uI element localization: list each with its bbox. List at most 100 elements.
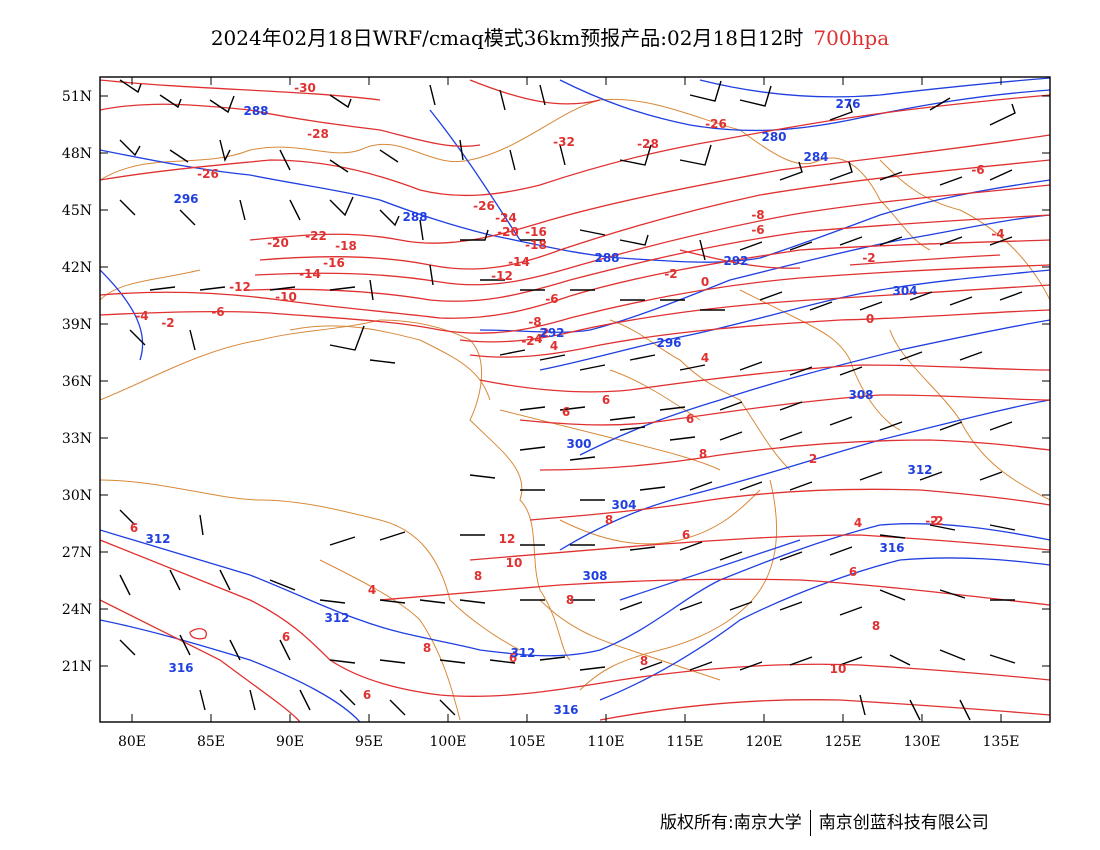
temperature-label: -16 [525,225,547,239]
lat-label: 48N [62,146,92,162]
height-label: 316 [879,541,904,555]
height-label: 296 [656,336,681,350]
temperature-label: -28 [637,137,659,151]
lat-label: 45N [62,203,92,219]
temperature-label: -4 [529,332,542,346]
temperature-label: 8 [699,447,707,461]
temperature-label: -4 [135,309,148,323]
temperature-label: 4 [368,583,376,597]
temperature-contours [100,79,1050,722]
height-label: 312 [324,611,349,625]
temperature-label: 0 [701,275,709,289]
wind-barbs [119,79,1023,721]
height-label: 316 [553,703,578,717]
lon-label: 95E [355,734,383,750]
lat-label: 33N [62,431,92,447]
temperature-label: -6 [971,163,984,177]
lat-label: 51N [62,89,92,105]
lon-label: 120E [746,734,783,750]
title-main: 2024年02月18日WRF/cmaq模式36km预报产品:02月18日12时 [210,26,804,50]
lat-label: 24N [62,602,92,618]
axis-ticks [100,77,1050,722]
temperature-label: 8 [872,619,880,633]
temperature-label: -2 [521,334,534,348]
lon-label: 80E [118,734,146,750]
temperature-label: -20 [267,236,289,250]
height-label: 292 [539,326,564,340]
lat-label: 42N [62,260,92,276]
temperature-label: -32 [553,135,575,149]
temperature-label: -12 [491,269,513,283]
temperature-label: -2 [930,514,943,528]
map-content: -30 -28 -26 -32 -28 -26 -26 -24 -22 -20 … [100,77,1050,722]
temperature-label: 12 [499,532,516,546]
temperature-label: -2 [925,514,938,528]
pressure-level: 700hpa [813,26,890,50]
temperature-label: 4 [854,516,862,530]
height-contours [100,77,1050,722]
height-label: 288 [402,210,427,224]
temperature-label: 4 [701,351,709,365]
height-label: 288 [243,104,268,118]
temperature-label: -16 [323,256,345,270]
map-title: 2024年02月18日WRF/cmaq模式36km预报产品:02月18日12时 7… [0,22,1100,51]
temperature-label: 8 [474,569,482,583]
height-labels: 288 296 288 288 292 296 300 304 308 312 … [145,97,932,717]
height-label: 304 [611,498,636,512]
lon-label: 130E [904,734,941,750]
height-label: 280 [761,130,786,144]
temperature-label: -26 [705,117,727,131]
temperature-label: -2 [862,251,875,265]
temperature-label: 10 [506,556,523,570]
temperature-label: 10 [830,662,847,676]
temperature-label: -4 [991,227,1004,241]
height-label: 276 [835,97,860,111]
height-label: 312 [145,532,170,546]
footer-divider [809,810,811,836]
temperature-label: 8 [566,593,574,607]
temperature-label: 2 [809,452,817,466]
temperature-label: 6 [130,521,138,535]
temperature-label: -6 [211,305,224,319]
temperature-label: 4 [550,339,558,353]
temperature-label: 8 [605,513,613,527]
temperature-label: 8 [640,654,648,668]
lat-label: 21N [62,659,92,675]
temperature-label: -24 [495,211,517,225]
height-label: 288 [594,251,619,265]
latitude-labels: 51N 48N 45N 42N 39N 36N 33N 30N 27N 24N … [62,89,92,675]
height-label: 308 [848,388,873,402]
lat-label: 36N [62,374,92,390]
copyright-footer: 版权所有:南京大学 南京创蓝科技有限公司 [660,808,989,836]
longitude-labels: 80E 85E 90E 95E 100E 105E 110E 115E 120E… [118,734,1020,750]
temperature-label: -18 [335,239,357,253]
temperature-label: 6 [849,565,857,579]
height-label: 316 [168,661,193,675]
lon-label: 115E [667,734,704,750]
copyright-left: 版权所有:南京大学 [660,813,802,833]
temperature-label: -22 [305,229,327,243]
height-label: 300 [566,437,591,451]
temperature-label: -10 [275,290,297,304]
temperature-label: -6 [751,223,764,237]
temperature-label: -26 [473,199,495,213]
lat-label: 39N [62,317,92,333]
lat-label: 27N [62,545,92,561]
copyright-right: 南京创蓝科技有限公司 [818,813,989,833]
temperature-label: -28 [307,127,329,141]
temperature-label: -14 [299,267,321,281]
temperature-label: 6 [363,688,371,702]
temperature-label: -2 [161,316,174,330]
temperature-label: 6 [686,412,694,426]
temperature-label: -8 [528,315,541,329]
lon-label: 135E [983,734,1020,750]
lon-label: 90E [276,734,304,750]
temperature-label: -26 [197,167,219,181]
temperature-label: -2 [664,267,677,281]
height-label: 308 [582,569,607,583]
temperature-label: -30 [294,81,316,95]
temperature-label: 6 [682,528,690,542]
temperature-label: 6 [282,630,290,644]
lon-label: 100E [430,734,467,750]
